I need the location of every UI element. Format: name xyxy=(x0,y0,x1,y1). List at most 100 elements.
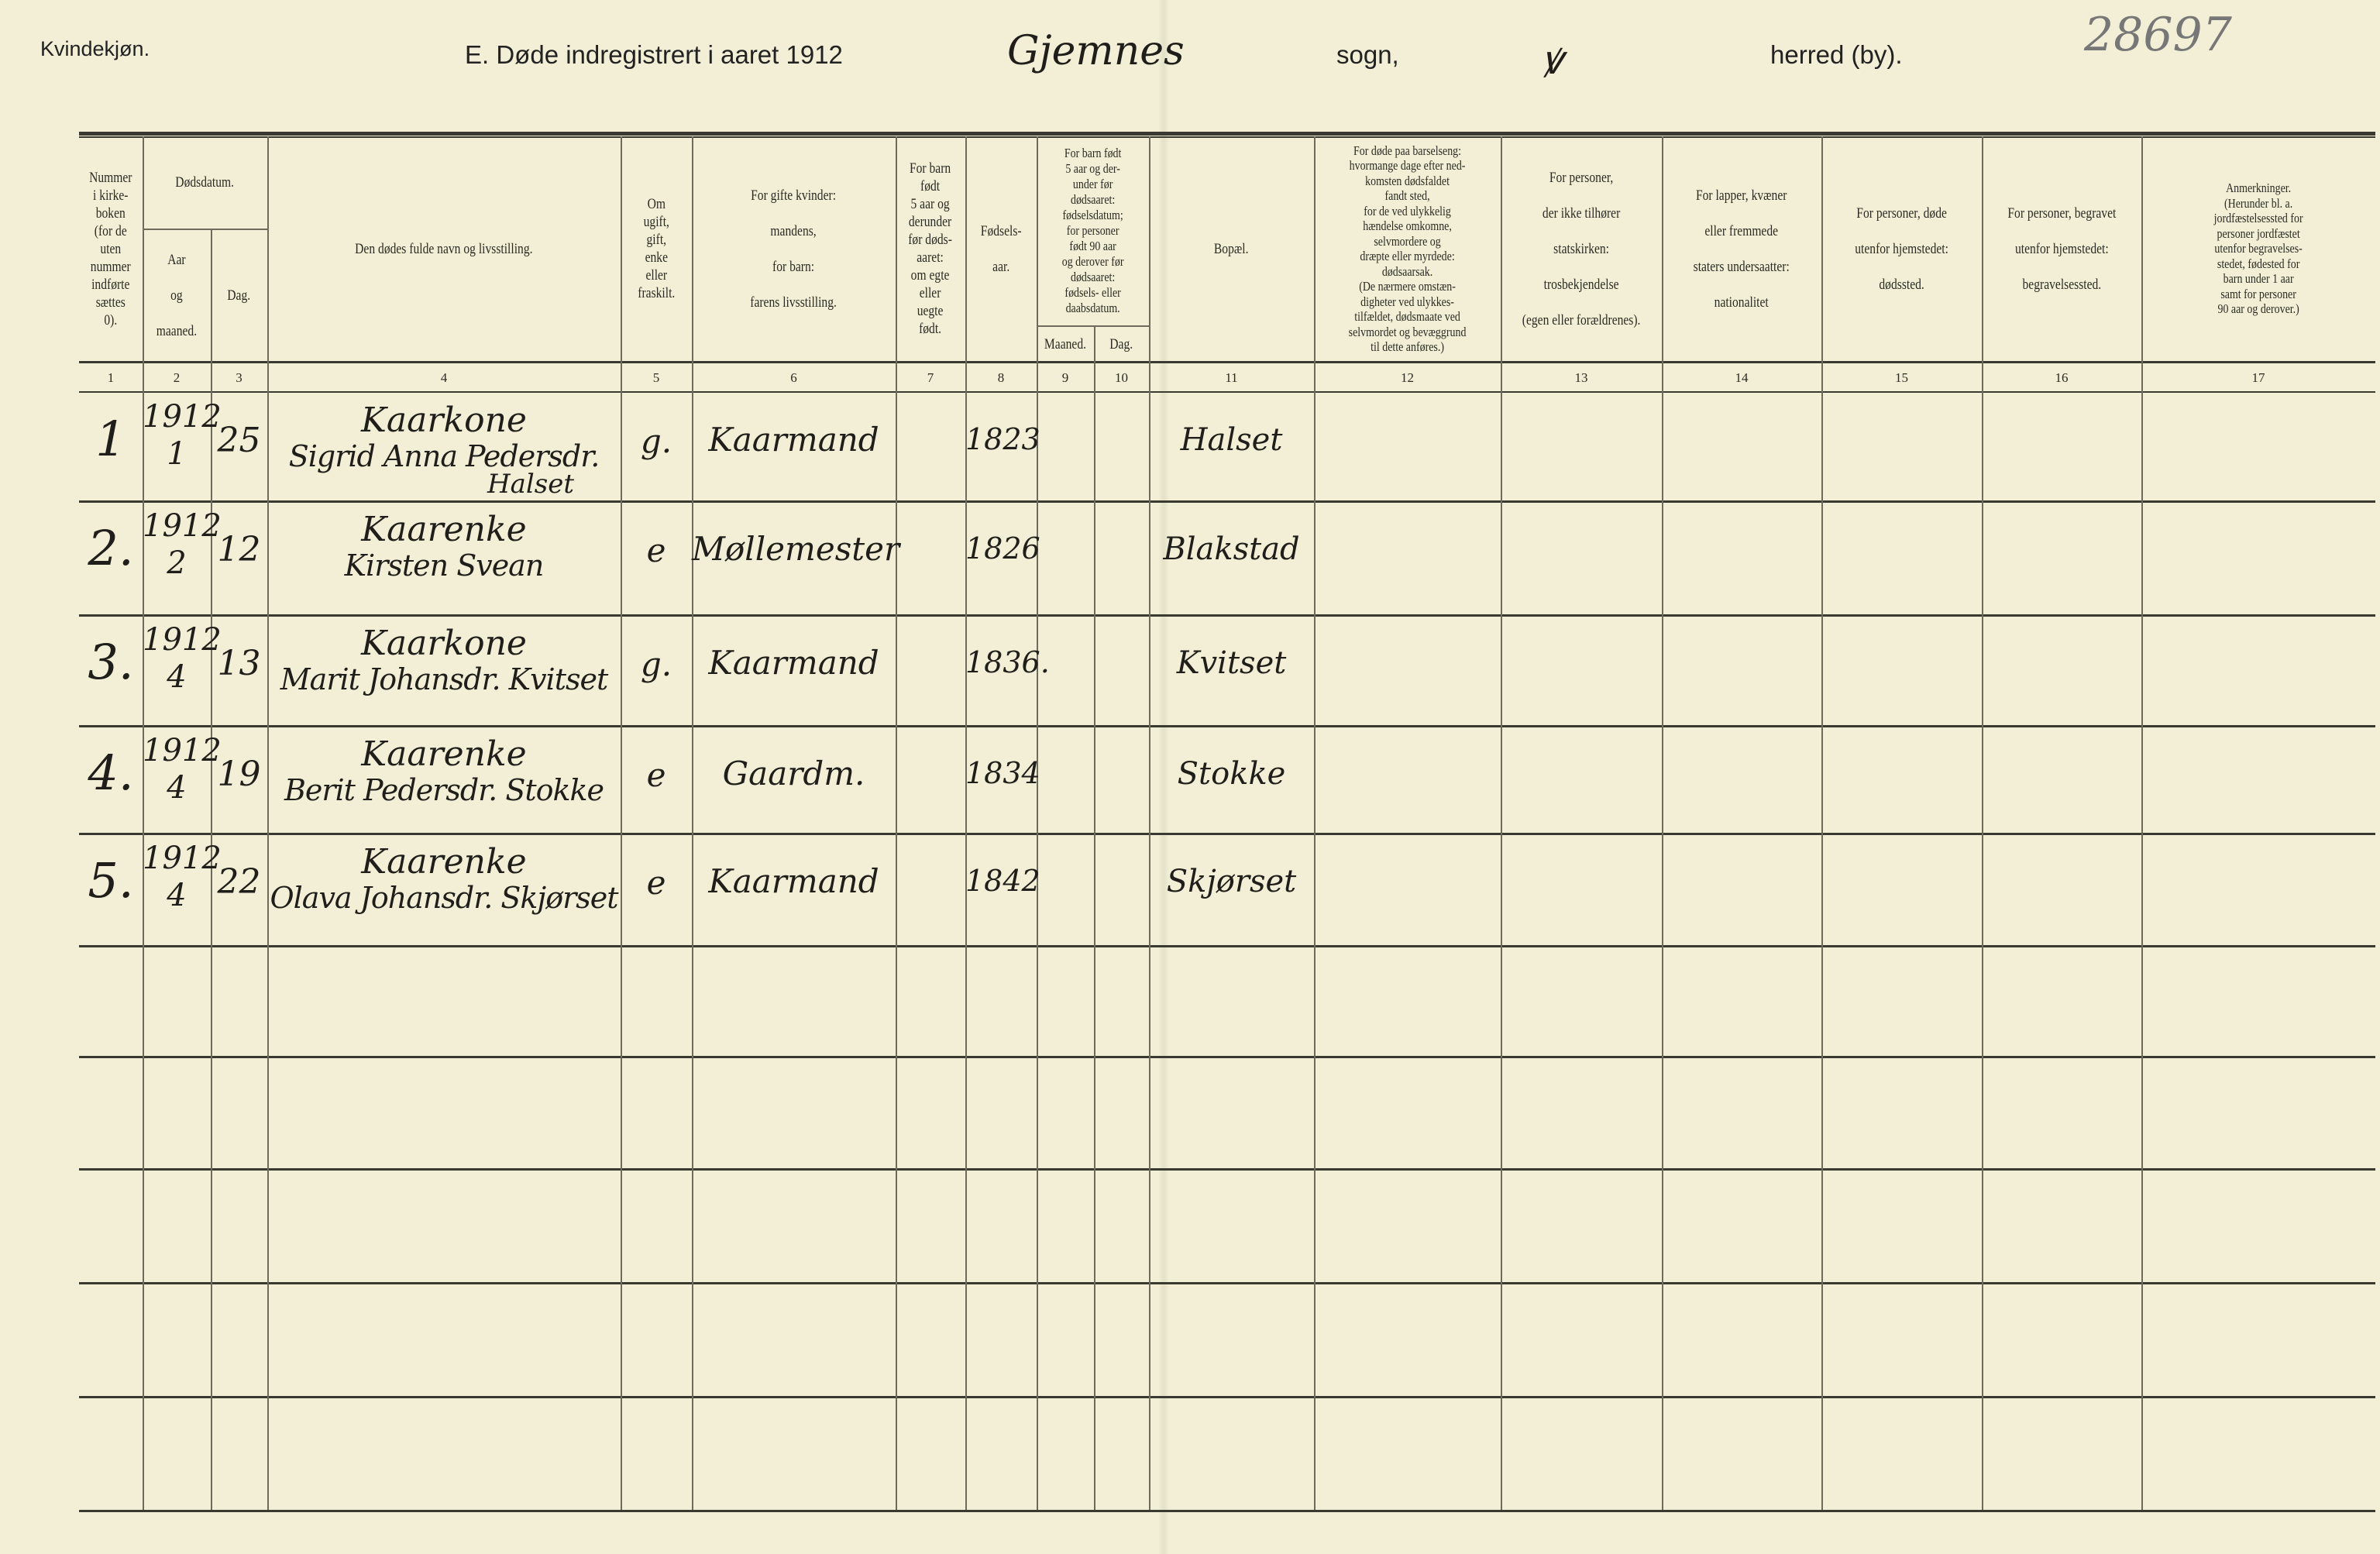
entry-number: 2. xyxy=(88,520,134,576)
entry-day: 13 xyxy=(217,644,261,683)
entry-name: Marit Johansdr. Kvitset xyxy=(280,662,608,696)
entry-year: 1912 xyxy=(143,399,222,435)
entry-residence: Skjørset xyxy=(1166,864,1297,899)
column-header-label: For personer, der ikke tilhører statskir… xyxy=(1522,169,1641,328)
entry-birth-year: 1823 xyxy=(965,422,1040,456)
entry-number: 5. xyxy=(88,852,134,909)
column-number: 4 xyxy=(440,370,448,385)
top-rule xyxy=(79,132,2375,136)
column-header-label: For døde paa barselseng: hvormange dage … xyxy=(1348,143,1467,355)
column-divider xyxy=(621,136,622,1510)
column-number: 2 xyxy=(173,370,181,385)
column-header-11: Bopæl. xyxy=(1149,136,1314,361)
entry-name: Kirsten Svean xyxy=(344,548,545,583)
column-header-15: For personer, døde utenfor hjemstedet: d… xyxy=(1821,136,1982,361)
death-date-subline xyxy=(143,229,267,230)
column-divider xyxy=(1037,136,1038,1510)
column-number: 17 xyxy=(2251,370,2265,385)
row-line xyxy=(79,945,2375,947)
column-divider xyxy=(1094,325,1095,1510)
column-divider xyxy=(143,136,144,1510)
entry-spouse-occupation: Møllemester xyxy=(692,530,900,568)
column-number: 13 xyxy=(1574,370,1588,385)
column-number: 5 xyxy=(652,370,660,385)
entry-birth-year: 1836. xyxy=(965,645,1050,679)
entry-day: 12 xyxy=(217,530,261,569)
column-header-12: For døde paa barselseng: hvormange dage … xyxy=(1314,136,1501,361)
entry-name: Olava Johansdr. Skjørset xyxy=(270,881,619,915)
herred-name: ꝟ xyxy=(1542,37,1563,84)
column-header-6: For gifte kvinder: mandens, for barn: fa… xyxy=(692,136,896,361)
header-top-line xyxy=(79,136,2375,138)
row-line xyxy=(79,391,2375,393)
row-line xyxy=(79,1168,2375,1171)
child-birth-subline xyxy=(1037,325,1149,327)
row-line xyxy=(79,1396,2375,1398)
column-header-label: Bopæl. xyxy=(1214,240,1249,257)
column-divider xyxy=(211,229,212,1510)
column-header-8: Fødsels- aar. xyxy=(965,136,1037,361)
column-header-label: For barn født 5 aar og derunder før døds… xyxy=(908,160,953,337)
column-divider xyxy=(1821,136,1823,1510)
gender-label: Kvindekjøn. xyxy=(40,37,150,60)
entry-month: 1 xyxy=(167,436,187,472)
column-header-label: Maaned. xyxy=(1044,335,1087,352)
column-header-4: Den dødes fulde navn og livsstilling. xyxy=(267,136,621,361)
header-bottom-line xyxy=(79,361,2375,363)
entry-year: 1912 xyxy=(143,733,222,768)
entry-day: 22 xyxy=(217,862,261,902)
column-header-10: Dag. xyxy=(1094,327,1149,361)
entry-day: 19 xyxy=(217,755,261,794)
column-number: 12 xyxy=(1401,370,1414,385)
column-divider xyxy=(1501,136,1502,1510)
entry-occupation: Kaarkone xyxy=(361,401,527,440)
column-header-2: Aar og maaned. xyxy=(143,230,211,361)
entry-occupation: Kaarenke xyxy=(361,734,527,774)
column-divider xyxy=(1662,136,1663,1510)
entry-residence: Stokke xyxy=(1177,756,1286,792)
column-header-16: For personer, begravet utenfor hjemstede… xyxy=(1982,136,2141,361)
entry-month: 4 xyxy=(167,770,187,806)
entry-occupation: Kaarenke xyxy=(361,842,527,882)
column-number: 10 xyxy=(1115,370,1128,385)
column-header-14: For lapper, kvæner eller fremmede stater… xyxy=(1662,136,1821,361)
child-birth-header: For barn født 5 aar og der- under før dø… xyxy=(1037,136,1149,325)
column-divider xyxy=(2141,136,2143,1510)
column-header-7: For barn født 5 aar og derunder før døds… xyxy=(896,136,965,361)
column-number: 16 xyxy=(2055,370,2069,385)
entry-name: Sigrid Anna Pedersdr. xyxy=(288,439,600,473)
entry-month: 4 xyxy=(167,659,187,695)
column-header-1: Nummer i kirke- boken (for de uten numme… xyxy=(79,136,143,361)
entry-marital-status: e xyxy=(646,864,666,902)
column-number: 7 xyxy=(927,370,934,385)
entry-spouse-occupation: Gaardm. xyxy=(722,755,865,792)
column-number: 8 xyxy=(997,370,1005,385)
entry-residence: Kvitset xyxy=(1176,645,1287,681)
column-header-label: For lapper, kvæner eller fremmede stater… xyxy=(1693,187,1790,311)
entry-birth-year: 1834 xyxy=(965,756,1040,790)
entry-number: 1 xyxy=(95,411,126,467)
entry-month: 4 xyxy=(167,878,187,913)
entry-name-cont: Halset xyxy=(487,469,575,500)
column-header-13: For personer, der ikke tilhører statskir… xyxy=(1501,136,1662,361)
entry-day: 25 xyxy=(217,421,261,460)
entry-number: 4. xyxy=(88,744,134,801)
entry-year: 1912 xyxy=(143,508,222,544)
archive-number: 28697 xyxy=(2084,8,2232,62)
column-header-17: Anmerkninger. (Herunder bl. a. jordfæste… xyxy=(2141,136,2375,361)
column-header-label: Nummer i kirke- boken (for de uten numme… xyxy=(89,169,132,328)
column-header-label: Den dødes fulde navn og livsstilling. xyxy=(355,240,533,257)
column-header-label: Anmerkninger. (Herunder bl. a. jordfæste… xyxy=(2213,180,2303,317)
child-birth-label: For barn født 5 aar og der- under før dø… xyxy=(1061,146,1124,315)
row-line xyxy=(79,1056,2375,1058)
death-date-label: Dødsdatum. xyxy=(175,174,235,191)
column-header-label: Aar og maaned. xyxy=(156,252,198,339)
column-number: 15 xyxy=(1895,370,1908,385)
sogn-label: sogn, xyxy=(1336,40,1399,69)
column-number: 1 xyxy=(107,370,115,385)
entry-month: 2 xyxy=(167,545,187,581)
column-header-3: Dag. xyxy=(211,230,267,361)
column-header-label: Fødsels- aar. xyxy=(980,222,1022,275)
page-title: E. Døde indregistrert i aaret 1912 xyxy=(465,40,843,69)
entry-marital-status: g. xyxy=(640,645,672,683)
